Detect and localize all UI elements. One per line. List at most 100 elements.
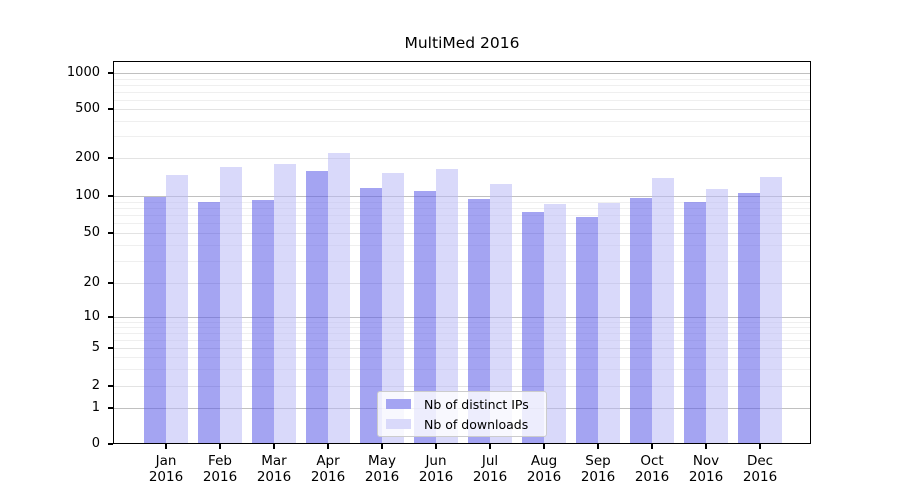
- x-tick-label: Aug 2016: [526, 453, 562, 485]
- chart-title: MultiMed 2016: [404, 34, 520, 52]
- y-tick-label: 10: [83, 309, 100, 324]
- x-tick-mark: [651, 444, 653, 449]
- y-tick-mark: [108, 108, 113, 110]
- y-tick-label: 5: [91, 340, 100, 355]
- y-tick-label: 50: [83, 225, 100, 240]
- x-tick-label: Jul 2016: [472, 453, 508, 485]
- gridline-700: [113, 91, 811, 93]
- gridline-4: [113, 357, 811, 359]
- gridline-20: [113, 283, 811, 284]
- gridline-10: [113, 317, 811, 318]
- bar-nb-of-distinct-ips-oct: [630, 197, 652, 444]
- bar-nb-of-distinct-ips-feb: [198, 202, 220, 444]
- bar-nb-of-downloads-feb: [220, 167, 242, 444]
- legend-label: Nb of downloads: [424, 416, 529, 432]
- bar-nb-of-distinct-ips-apr: [306, 170, 328, 444]
- x-tick-label: May 2016: [364, 453, 400, 485]
- legend-label: Nb of distinct IPs: [424, 396, 529, 412]
- y-tick-label: 2: [91, 378, 100, 393]
- y-tick-mark: [108, 316, 113, 318]
- y-tick-mark: [108, 232, 113, 234]
- x-tick-label: Feb 2016: [202, 453, 238, 485]
- y-tick-mark: [108, 407, 113, 409]
- gridline-70: [113, 215, 811, 216]
- bar-nb-of-distinct-ips-nov: [684, 201, 706, 444]
- y-tick-label: 200: [75, 150, 100, 165]
- x-tick-mark: [543, 444, 545, 449]
- bar-nb-of-downloads-mar: [274, 163, 296, 444]
- gridline-1000: [113, 73, 811, 74]
- bar-nb-of-downloads-jan: [166, 175, 188, 444]
- x-tick-mark: [705, 444, 707, 449]
- bar-nb-of-distinct-ips-jun: [414, 191, 436, 444]
- y-tick-label: 0: [91, 436, 100, 451]
- bar-nb-of-distinct-ips-jul: [468, 199, 490, 444]
- gridline-500: [113, 109, 811, 110]
- x-tick-label: Jun 2016: [418, 453, 454, 485]
- y-tick-label: 100: [75, 188, 100, 203]
- bar-nb-of-distinct-ips-aug: [522, 212, 544, 444]
- gridline-80: [113, 207, 811, 209]
- y-tick-mark: [108, 282, 113, 284]
- x-tick-mark: [435, 444, 437, 449]
- x-tick-label: Mar 2016: [256, 453, 292, 485]
- x-tick-mark: [327, 444, 329, 449]
- gridline-9: [113, 321, 811, 323]
- legend-item: Nb of downloads: [378, 417, 546, 432]
- gridline-7: [113, 333, 811, 334]
- legend: Nb of distinct IPs Nb of downloads: [377, 391, 547, 437]
- gridline-200: [113, 158, 811, 159]
- x-tick-mark: [759, 444, 761, 449]
- x-tick-label: Sep 2016: [580, 453, 616, 485]
- bar-nb-of-distinct-ips-sep: [576, 217, 598, 444]
- gridline-600: [113, 99, 811, 101]
- gridline-90: [113, 201, 811, 203]
- legend-swatch-downloads: [386, 419, 411, 429]
- bar-nb-of-distinct-ips-jan: [144, 196, 166, 444]
- bar-nb-of-downloads-jun: [436, 168, 458, 444]
- plot-area: [113, 61, 811, 444]
- gridline-400: [113, 120, 811, 122]
- gridline-30: [113, 260, 811, 262]
- bar-nb-of-distinct-ips-may: [360, 187, 382, 444]
- bar-nb-of-downloads-jul: [490, 183, 512, 444]
- gridline-300: [113, 136, 811, 138]
- bar-nb-of-downloads-oct: [652, 177, 674, 444]
- gridline-800: [113, 84, 811, 86]
- x-tick-label: Oct 2016: [634, 453, 670, 485]
- bar-nb-of-downloads-aug: [544, 204, 566, 444]
- y-tick-label: 20: [83, 275, 100, 290]
- gridline-2: [113, 386, 811, 387]
- x-tick-label: Dec 2016: [742, 453, 778, 485]
- gridline-40: [113, 245, 811, 247]
- legend-swatch-distinct-ips: [386, 399, 411, 409]
- y-tick-mark: [108, 157, 113, 159]
- bar-nb-of-distinct-ips-mar: [252, 199, 274, 444]
- x-tick-mark: [381, 444, 383, 449]
- x-tick-mark: [273, 444, 275, 449]
- gridline-6: [113, 339, 811, 341]
- x-tick-mark: [489, 444, 491, 449]
- y-tick-mark: [108, 443, 113, 445]
- bar-nb-of-downloads-dec: [760, 176, 782, 444]
- gridline-8: [113, 327, 811, 328]
- bar-nb-of-downloads-may: [382, 173, 404, 444]
- bar-nb-of-distinct-ips-dec: [738, 192, 760, 444]
- legend-item: Nb of distinct IPs: [378, 397, 546, 412]
- x-tick-mark: [219, 444, 221, 449]
- gridline-3: [113, 369, 811, 371]
- x-tick-mark: [165, 444, 167, 449]
- y-tick-label: 1: [91, 400, 100, 415]
- gridline-50: [113, 233, 811, 234]
- gridline-5: [113, 348, 811, 349]
- bar-nb-of-downloads-sep: [598, 203, 620, 444]
- y-tick-mark: [108, 195, 113, 197]
- y-tick-mark: [108, 347, 113, 349]
- x-tick-label: Nov 2016: [688, 453, 724, 485]
- x-tick-label: Jan 2016: [148, 453, 184, 485]
- gridline-100: [113, 196, 811, 197]
- x-tick-mark: [597, 444, 599, 449]
- bar-nb-of-downloads-apr: [328, 152, 350, 444]
- y-tick-mark: [108, 385, 113, 387]
- gridline-900: [113, 78, 811, 80]
